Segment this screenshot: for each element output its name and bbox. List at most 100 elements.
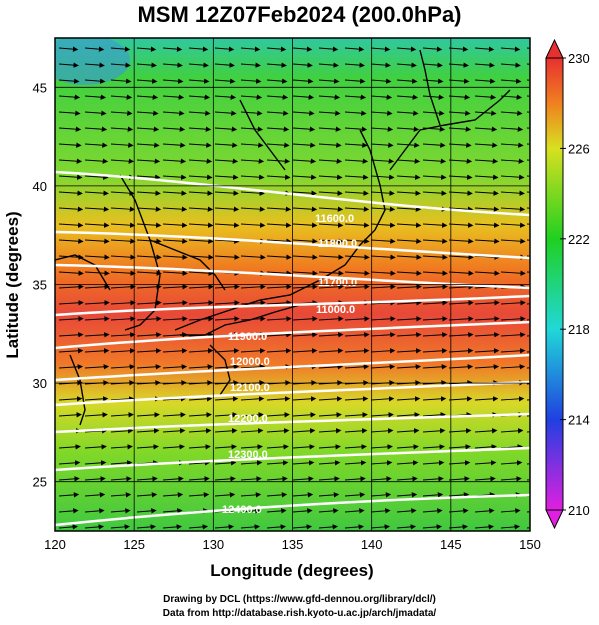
wind-arrow	[240, 206, 266, 212]
wind-arrow	[344, 348, 370, 354]
wind-arrow	[188, 254, 214, 260]
wind-arrow	[448, 94, 471, 100]
wind-arrow	[318, 206, 344, 212]
wind-arrow	[84, 174, 109, 180]
wind-arrow	[292, 444, 315, 450]
wind-arrow	[396, 300, 422, 306]
wind-arrow	[474, 126, 498, 132]
contour-label: 12100.0	[230, 382, 270, 394]
wind-arrow	[162, 300, 188, 306]
wind-arrow	[240, 190, 265, 196]
wind-arrow	[188, 174, 213, 180]
wind-arrow	[58, 348, 84, 354]
y-tick-label: 25	[33, 475, 47, 490]
contour-line	[55, 446, 530, 472]
contour-label: 11900.0	[228, 331, 267, 343]
wind-arrow	[318, 492, 340, 498]
wind-arrow	[162, 284, 188, 290]
wind-arrow	[344, 460, 367, 466]
wind-arrow	[188, 222, 214, 228]
wind-arrow	[292, 206, 318, 212]
wind-arrow	[110, 396, 135, 402]
wind-arrow	[344, 46, 365, 52]
wind-arrow	[84, 222, 110, 228]
wind-arrow	[422, 284, 448, 290]
wind-arrow	[136, 158, 161, 164]
wind-arrow	[448, 444, 471, 450]
wind-arrow	[214, 126, 238, 132]
wind-arrow	[448, 238, 474, 244]
wind-arrow	[292, 348, 318, 354]
wind-arrow	[448, 254, 474, 260]
wind-arrow	[240, 412, 264, 418]
wind-arrow	[422, 110, 445, 116]
wind-arrow	[474, 78, 496, 84]
wind-arrow	[162, 126, 186, 132]
wind-arrow	[214, 46, 235, 52]
wind-arrow	[162, 270, 188, 276]
y-axis-title: Latitude (degrees)	[3, 211, 22, 358]
wind-arrow	[240, 142, 264, 148]
wind-arrow	[188, 206, 214, 212]
wind-arrow	[396, 238, 422, 244]
wind-arrow	[344, 206, 370, 212]
wind-arrow	[422, 396, 447, 402]
wind-arrow	[84, 412, 108, 418]
wind-arrow	[162, 62, 183, 68]
contour-line	[55, 353, 530, 382]
wind-arrow	[214, 348, 240, 354]
wind-arrow	[162, 110, 185, 116]
wind-arrow	[292, 460, 315, 466]
wind-arrow	[396, 444, 419, 450]
wind-arrow	[110, 364, 136, 370]
y-tick-label: 40	[33, 179, 47, 194]
wind-arrow	[292, 270, 318, 276]
contour-line	[55, 230, 530, 260]
contour-label: 11700.0	[318, 277, 357, 289]
wind-arrow	[396, 284, 422, 290]
wind-arrow	[396, 174, 421, 180]
wind-arrow	[292, 94, 315, 100]
wind-arrow	[188, 62, 209, 68]
wind-arrow	[370, 348, 396, 354]
wind-arrow	[214, 254, 240, 260]
wind-arrow	[58, 78, 80, 84]
wind-arrow	[474, 524, 495, 530]
wind-arrow	[344, 94, 367, 100]
wind-arrow	[448, 284, 474, 290]
wind-arrow	[292, 476, 314, 482]
colorbar-bottom-arrow	[545, 509, 564, 530]
colorbar-tick-label: 210	[568, 503, 590, 518]
wind-arrow	[162, 190, 187, 196]
wind-arrow	[344, 364, 370, 370]
wind-arrow	[110, 412, 134, 418]
wind-arrow	[500, 222, 526, 228]
wind-arrow	[214, 190, 239, 196]
wind-arrow	[84, 460, 107, 466]
wind-arrow	[214, 316, 240, 322]
wind-arrow	[292, 524, 313, 530]
wind-arrow	[266, 254, 292, 260]
wind-arrow	[344, 222, 370, 228]
wind-arrow	[110, 284, 136, 290]
wind-arrow	[500, 126, 524, 132]
wind-arrow	[240, 348, 266, 354]
wind-arrow	[422, 190, 447, 196]
wind-arrow	[344, 476, 366, 482]
wind-arrow	[110, 158, 135, 164]
wind-arrow	[110, 524, 131, 530]
wind-arrow	[318, 110, 341, 116]
wind-arrow	[58, 508, 79, 514]
wind-arrow	[84, 300, 110, 306]
wind-arrow	[396, 126, 420, 132]
wind-arrow	[110, 78, 132, 84]
wind-arrow	[110, 222, 136, 228]
x-tick-label: 135	[282, 537, 304, 552]
wind-arrow	[214, 412, 238, 418]
wind-arrow	[396, 348, 422, 354]
wind-arrow	[318, 364, 344, 370]
wind-arrow	[500, 78, 522, 84]
wind-arrow	[344, 444, 367, 450]
wind-arrow	[318, 126, 342, 132]
wind-arrow	[396, 332, 422, 338]
